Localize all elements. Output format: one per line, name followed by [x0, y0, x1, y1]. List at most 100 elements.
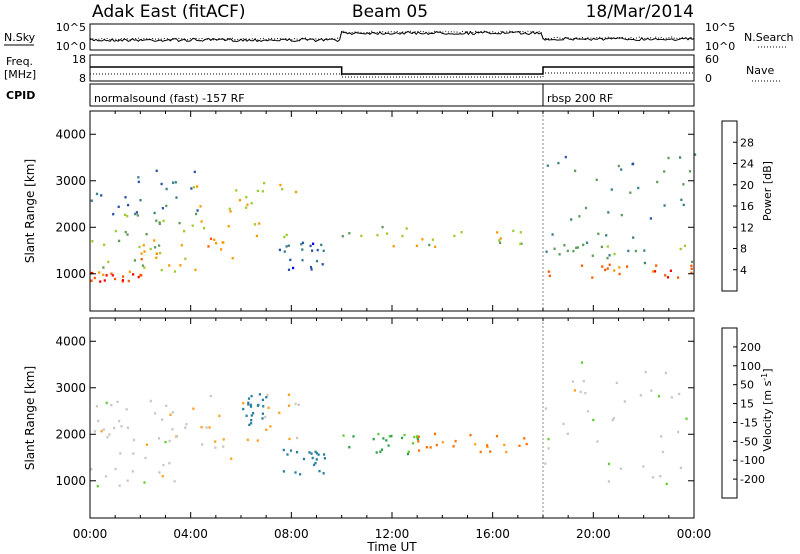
heat-cell [255, 234, 258, 238]
heat-cell [103, 279, 106, 282]
heat-cell [591, 254, 594, 257]
heat-cell [664, 371, 667, 375]
heat-cell [315, 259, 319, 263]
heat-cell [144, 456, 147, 460]
heat-cell [112, 213, 115, 216]
heat-cell [606, 256, 609, 260]
colorbar-tick-label: 28 [740, 136, 754, 149]
velocity-colorbar: 200 100 50 15 -15 -50 -100 -200 [721, 327, 765, 499]
colorbar-tick-label: 24 [740, 158, 754, 171]
heat-cell [486, 445, 489, 449]
heat-cell [158, 222, 161, 225]
heat-cell [352, 435, 355, 438]
heat-cell [643, 249, 646, 252]
heat-cell [348, 446, 351, 449]
heat-cell [140, 252, 143, 255]
heat-cell [227, 225, 230, 228]
heat-cell [132, 452, 135, 455]
heat-cell [615, 381, 618, 385]
heat-cell [126, 426, 130, 429]
heat-cell [591, 276, 594, 279]
heat-cell [249, 405, 253, 408]
heat-cell [392, 245, 395, 248]
noise-right-tick-top: 10^5 [705, 21, 735, 34]
heat-cell [600, 245, 603, 249]
heat-cell [519, 242, 522, 245]
heat-cell [250, 394, 253, 398]
heat-cell [657, 395, 661, 398]
heat-cell [165, 404, 168, 407]
heat-cell [145, 233, 148, 236]
heat-cell [118, 419, 121, 423]
heat-cell [269, 425, 272, 428]
heat-cell [690, 260, 694, 264]
heat-cell [97, 419, 100, 423]
heat-cell [656, 180, 659, 184]
heat-cell [285, 233, 288, 237]
heat-cell [292, 266, 295, 270]
heat-cell [124, 196, 127, 199]
heat-cell [287, 404, 291, 407]
heat-cell [193, 170, 196, 174]
heat-cell [669, 269, 672, 272]
heat-cell [544, 407, 548, 410]
heat-cell [382, 437, 385, 440]
heat-cell [415, 244, 418, 247]
x-tick-labels: 00:00 04:00 08:00 12:00 16:00 20:00 00:00 [73, 527, 712, 541]
heat-cell [302, 457, 306, 461]
heat-cell [250, 202, 253, 205]
heat-cell [171, 411, 174, 414]
heat-cell [158, 244, 161, 247]
heat-cell [604, 268, 607, 272]
nave-label: Nave [746, 64, 774, 77]
heat-cell [301, 248, 304, 251]
station-title: Adak East (fitACF) [92, 2, 246, 22]
heat-cell [246, 203, 249, 206]
heat-cell [417, 449, 421, 452]
heat-cell [203, 227, 206, 230]
heat-cell [209, 394, 212, 398]
heat-cell [311, 249, 314, 252]
heat-cell [213, 238, 216, 241]
heat-cell [258, 393, 261, 396]
velocity-colorbar-label-main: Velocity [m s [761, 380, 774, 451]
heat-cell [666, 276, 670, 279]
heat-cell [611, 418, 614, 422]
heat-cell [688, 170, 692, 173]
heat-cell [265, 396, 268, 399]
heat-cell [141, 264, 145, 267]
heat-cell [159, 251, 162, 255]
colorbar-tick-label: 200 [740, 341, 761, 354]
heat-cell [169, 413, 172, 416]
frequency-trace [90, 66, 694, 75]
heat-cell [139, 199, 142, 202]
heat-cell [221, 241, 224, 244]
heat-cell [618, 272, 621, 276]
heat-cell [294, 402, 297, 406]
heat-cell [257, 403, 260, 407]
heat-cell [126, 479, 129, 482]
heat-cell [222, 445, 225, 448]
heat-cell [118, 484, 121, 487]
heat-cell [585, 241, 589, 244]
heat-cell [618, 266, 621, 269]
heat-cell [161, 418, 164, 421]
heat-cell [242, 402, 245, 405]
heat-cell [682, 203, 685, 207]
heat-cell [607, 480, 610, 483]
heat-cell [192, 407, 195, 410]
noise-search-trace [89, 30, 695, 41]
heat-cell [360, 234, 363, 238]
heat-cell [428, 243, 431, 247]
heat-cell [348, 232, 351, 235]
heat-cell [308, 451, 311, 454]
y-tick-label: 3000 [55, 174, 86, 188]
heat-cell [281, 188, 284, 191]
x-tick-label: 00:00 [677, 527, 712, 541]
y-tick-label: 3000 [55, 381, 86, 395]
heat-cell [595, 178, 598, 181]
heat-cell [606, 245, 609, 248]
heat-cell [417, 435, 420, 439]
heat-cell [683, 244, 687, 248]
heat-cell [123, 213, 127, 216]
